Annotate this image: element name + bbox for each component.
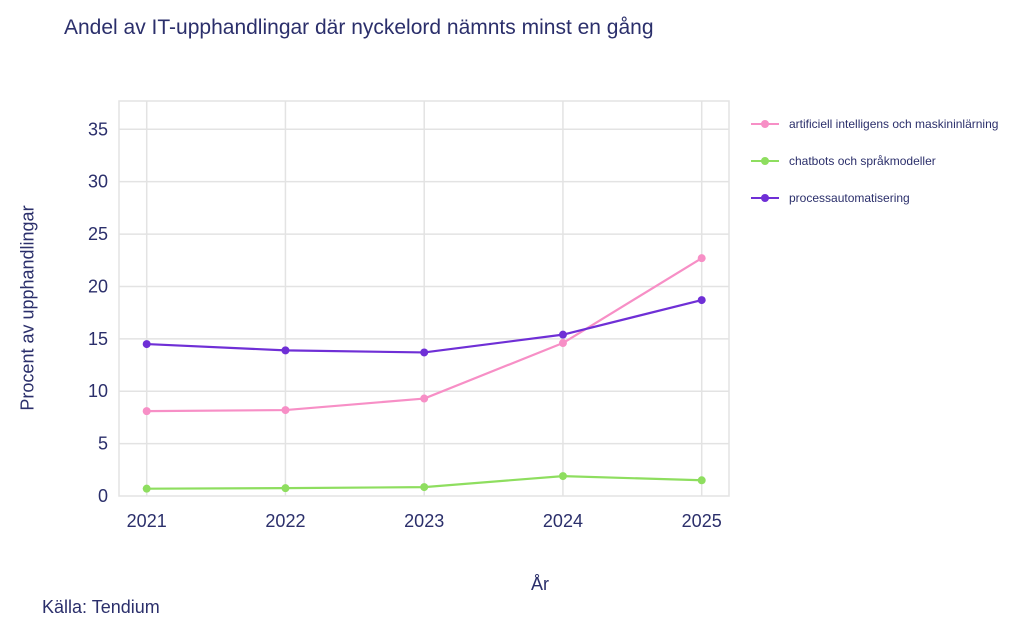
y-tick-label: 25 xyxy=(88,224,108,244)
legend-label: processautomatisering xyxy=(789,191,910,205)
x-tick-label: 2022 xyxy=(265,511,305,531)
y-tick-label: 30 xyxy=(88,172,108,192)
series-line xyxy=(142,472,706,493)
data-point[interactable] xyxy=(142,340,151,349)
y-tick-label: 5 xyxy=(98,434,108,454)
legend-label: chatbots och språkmodeller xyxy=(789,154,936,168)
data-point[interactable] xyxy=(558,330,567,339)
legend-label: artificiell intelligens och maskininlärn… xyxy=(789,117,999,131)
y-tick-label: 15 xyxy=(88,329,108,349)
series-lines xyxy=(142,254,706,493)
source-note: Källa: Tendium xyxy=(42,597,160,617)
legend-item-processautomation[interactable]: processautomatisering xyxy=(750,188,998,208)
line-marker-icon xyxy=(750,151,780,171)
x-tick-label: 2023 xyxy=(404,511,444,531)
y-tick-label: 35 xyxy=(88,119,108,139)
data-point[interactable] xyxy=(558,339,567,348)
legend: artificiell intelligens och maskininlärn… xyxy=(750,114,998,225)
x-axis-label: År xyxy=(531,574,549,594)
data-point[interactable] xyxy=(142,484,151,493)
data-point[interactable] xyxy=(558,472,567,481)
data-point[interactable] xyxy=(420,348,429,357)
legend-item-chatbots[interactable]: chatbots och språkmodeller xyxy=(750,151,998,171)
data-point[interactable] xyxy=(697,296,706,305)
y-tick-label: 20 xyxy=(88,276,108,296)
data-point[interactable] xyxy=(697,254,706,263)
data-point[interactable] xyxy=(281,484,290,493)
data-point[interactable] xyxy=(281,406,290,415)
line-marker-icon xyxy=(750,188,780,208)
x-tick-label: 2024 xyxy=(543,511,583,531)
data-point[interactable] xyxy=(281,346,290,355)
y-tick-label: 0 xyxy=(98,486,108,506)
y-axis-label: Procent av upphandlingar xyxy=(17,205,38,411)
x-tick-label: 2021 xyxy=(127,511,167,531)
y-axis-ticks: 0 5 10 15 20 25 30 35 xyxy=(88,119,108,506)
series-line xyxy=(142,254,706,416)
series-line xyxy=(142,296,706,357)
x-tick-label: 2025 xyxy=(682,511,722,531)
gridlines xyxy=(118,100,730,497)
data-point[interactable] xyxy=(420,483,429,492)
x-axis-ticks: 2021 2022 2023 2024 2025 xyxy=(127,511,722,531)
line-marker-icon xyxy=(750,114,780,134)
data-point[interactable] xyxy=(697,476,706,485)
chart-title: Andel av IT-upphandlingar där nyckelord … xyxy=(64,16,654,39)
y-tick-label: 10 xyxy=(88,381,108,401)
data-point[interactable] xyxy=(142,407,151,416)
data-point[interactable] xyxy=(420,394,429,403)
legend-item-ai[interactable]: artificiell intelligens och maskininlärn… xyxy=(750,114,998,134)
